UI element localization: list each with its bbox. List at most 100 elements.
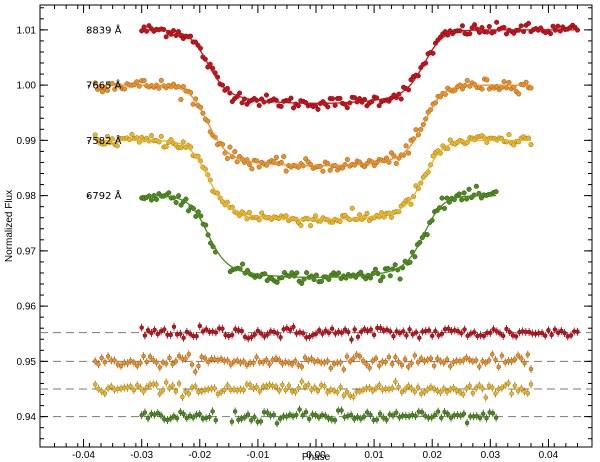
residual-point [170,361,175,367]
data-point [481,135,488,141]
data-point [99,89,106,95]
residual-point [413,413,418,419]
residual-point [431,386,437,392]
x-tick-label: 0.00 [306,450,326,461]
residual-point [361,414,367,419]
residual-point [448,364,453,369]
residual-point [109,384,114,389]
data-point [506,132,512,138]
data-point [392,262,398,268]
data-point [439,195,445,201]
residual-point [497,331,503,336]
residual-point [313,331,319,337]
x-tick-label: 0.03 [481,450,501,461]
residual-point [187,331,193,336]
data-point [344,156,350,163]
residual-point [348,412,354,418]
residual-point [306,382,311,388]
residual-point [102,391,108,396]
residual-point [559,328,564,334]
residual-point [367,385,372,391]
data-point [92,132,98,138]
data-point [148,197,155,203]
data-point [473,183,479,189]
data-point [344,105,350,111]
residual-point [254,355,259,360]
x-tick-label: -0.03 [130,450,153,461]
series-label: 8839 Å [86,23,122,36]
residual-point [512,357,518,362]
data-point [227,144,233,150]
y-tick-label: 0.96 [17,302,37,313]
residual-point [163,380,169,385]
residual-point [149,330,154,336]
residual-point [178,331,183,336]
residual-point [429,333,435,339]
data-point [308,223,314,229]
residual-point [112,358,117,363]
data-point [156,85,162,91]
residual-point [490,352,495,357]
residual-point [499,385,505,391]
residual-point [125,361,130,366]
residual-point [500,333,506,339]
residual-point [186,352,192,357]
data-point [237,213,243,219]
data-point [295,103,301,109]
data-point [447,137,453,143]
residual-point [316,415,322,420]
residual-point [200,329,206,334]
residual-point [374,417,380,422]
residual-point [402,357,408,362]
residual-point [210,409,215,414]
data-point [183,196,189,202]
residual-point [300,412,306,418]
residual-point [145,327,151,333]
data-point [129,131,135,137]
residual-point [252,414,257,420]
y-tick-label: 1.01 [17,25,37,36]
model-fit-curves [95,29,578,279]
residual-point [225,358,230,363]
residual-point [265,410,270,415]
data-point [528,85,534,91]
data-point [134,79,140,85]
residual-point [460,358,466,363]
residual-point [325,359,330,364]
residual-point [147,354,153,359]
fit-line [95,84,531,167]
residual-point [422,413,428,419]
residual-point [555,330,561,336]
residual-point [399,362,405,368]
residual-point [141,353,146,359]
data-point [336,270,342,276]
residual-point [254,384,259,390]
residual-point [464,386,469,391]
y-tick-label: 1.00 [17,81,37,92]
residual-point [455,328,461,334]
residual-point [168,416,173,421]
residual-point [251,360,256,366]
residual-point [186,391,192,396]
y-tick-label: 0.97 [17,246,37,257]
residual-point [276,388,282,393]
residual-point [493,357,498,363]
residual-point [213,417,219,423]
residual-point [144,384,150,390]
residual-point [316,328,322,333]
data-point [104,87,110,93]
residual-point [287,327,293,333]
data-point [511,142,517,148]
series-label-dot [87,29,90,32]
residual-point [225,383,230,388]
residual-point [419,409,425,415]
data-point [479,86,485,92]
residual-point [404,333,409,338]
residual-point [157,391,163,396]
residual-point [139,325,144,330]
data-point [299,280,305,286]
residual-point [249,334,254,340]
residual-point [202,356,208,361]
data-point [464,196,470,202]
